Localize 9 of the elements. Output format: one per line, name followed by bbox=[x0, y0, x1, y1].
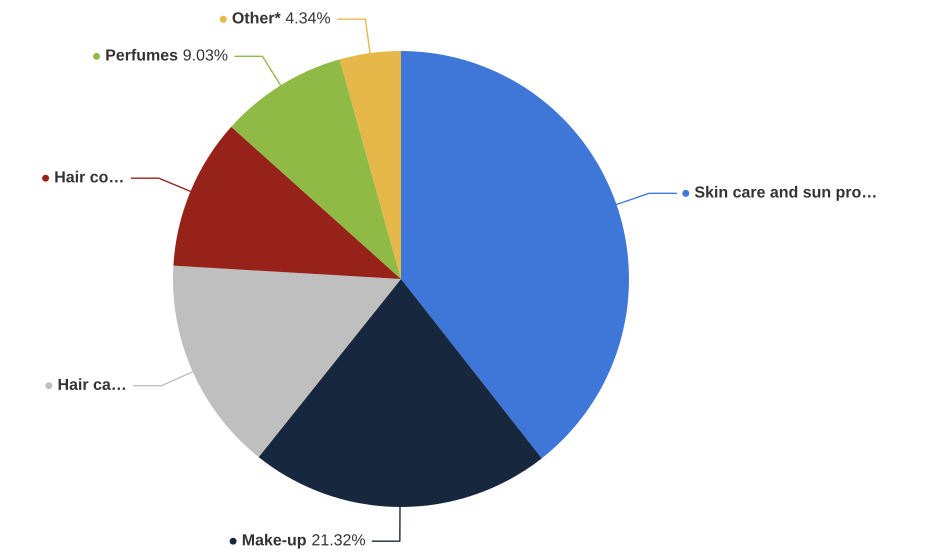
legend-label: Skin care and sun pro… bbox=[694, 186, 876, 201]
legend-label: Hair co… bbox=[55, 170, 123, 182]
legend-label: Hair ca… bbox=[58, 378, 125, 390]
legend-label: Perfumes bbox=[106, 48, 178, 61]
data-label: 21.32% bbox=[312, 534, 366, 546]
legend-label: Other* bbox=[232, 12, 281, 24]
data-label: 4.34% bbox=[286, 12, 330, 24]
data-label: 9.03% bbox=[184, 49, 228, 61]
legend-label: Make-up bbox=[242, 534, 306, 549]
